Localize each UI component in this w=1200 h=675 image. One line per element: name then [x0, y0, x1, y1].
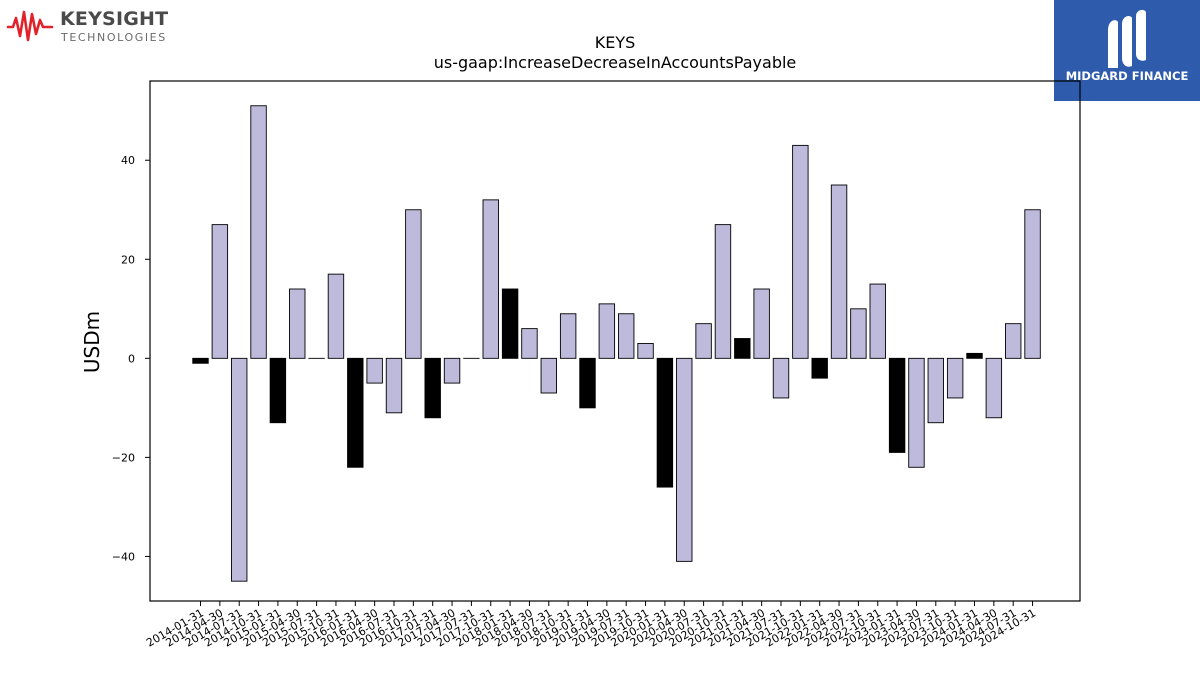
bar-2019-10-31 [637, 343, 654, 359]
y-tick-label: −20 [112, 451, 135, 464]
chart-title: KEYS [595, 33, 636, 52]
bar-2022-01-31 [811, 357, 828, 379]
bar-2017-01-31 [424, 357, 441, 419]
bar-2014-10-31 [250, 105, 267, 359]
keysight-logo: KEYSIGHT TECHNOLOGIES [6, 4, 176, 44]
bar-2022-07-31 [850, 308, 867, 359]
bar-2016-01-31 [347, 357, 364, 468]
bar-2021-04-30 [753, 288, 770, 359]
bar-2016-10-31 [405, 209, 422, 359]
bar-2015-04-30 [289, 288, 306, 359]
bar-2017-04-30 [443, 357, 461, 384]
bar-2018-01-31 [501, 288, 519, 359]
y-tick-label: 40 [121, 154, 135, 167]
bar-2022-10-31 [869, 283, 886, 359]
bar-2015-01-31 [269, 357, 287, 424]
bar-2020-01-31 [656, 357, 674, 488]
bar-2023-10-31 [946, 357, 964, 399]
bars-group [192, 105, 1041, 582]
bar-2021-01-31 [734, 338, 751, 359]
keysight-wave-icon [6, 10, 54, 42]
bar-2018-04-30 [521, 328, 538, 359]
bar-2014-01-31 [192, 357, 209, 364]
bar-2018-10-31 [559, 313, 577, 359]
bar-2015-10-31 [327, 273, 345, 359]
bar-2024-04-30 [985, 357, 1003, 419]
bar-2016-07-31 [385, 357, 403, 414]
chart-subtitle: us-gaap:IncreaseDecreaseInAccountsPayabl… [434, 53, 797, 72]
y-tick-label: 0 [128, 352, 135, 365]
bar-2024-07-31 [1005, 323, 1022, 359]
y-tick-label: 20 [121, 253, 135, 266]
bar-2014-04-30 [211, 224, 229, 359]
midgard-mark-icon [1108, 9, 1146, 68]
y-ticks-group: −40 −20 0 20 40 [112, 154, 150, 563]
bar-2014-07-31 [230, 357, 248, 582]
bar-2023-07-31 [927, 357, 944, 424]
midgard-finance-logo: MIDGARD FINANCE [1054, 0, 1200, 101]
plot-frame [149, 80, 1081, 602]
bar-2021-07-31 [772, 357, 790, 399]
bar-2023-04-30 [908, 357, 925, 468]
midgard-finance-name: MIDGARD FINANCE [1065, 69, 1189, 83]
bar-2023-01-31 [888, 357, 906, 453]
bar-2020-07-31 [695, 323, 712, 359]
keysight-sub-text: TECHNOLOGIES [61, 31, 167, 44]
bar-2016-04-30 [366, 357, 383, 384]
bar-2020-10-31 [714, 224, 732, 359]
bar-2020-04-30 [676, 357, 693, 562]
bar-2017-10-31 [482, 199, 499, 359]
y-axis-label: USDm [80, 311, 104, 373]
bar-2022-04-30 [830, 184, 848, 359]
bar-2024-10-31 [1024, 209, 1041, 359]
bar-2019-01-31 [579, 357, 596, 409]
bar-2018-07-31 [540, 357, 557, 394]
keysight-brand-text: KEYSIGHT [60, 8, 169, 30]
bar-2021-10-31 [792, 144, 809, 359]
bar-2019-04-30 [598, 303, 616, 359]
bar-2019-07-31 [618, 313, 635, 359]
bar-2024-01-31 [966, 352, 983, 359]
y-tick-label: −40 [112, 550, 135, 563]
x-ticks-group: 2014-01-312014-04-302014-07-312014-10-31… [144, 601, 1038, 650]
